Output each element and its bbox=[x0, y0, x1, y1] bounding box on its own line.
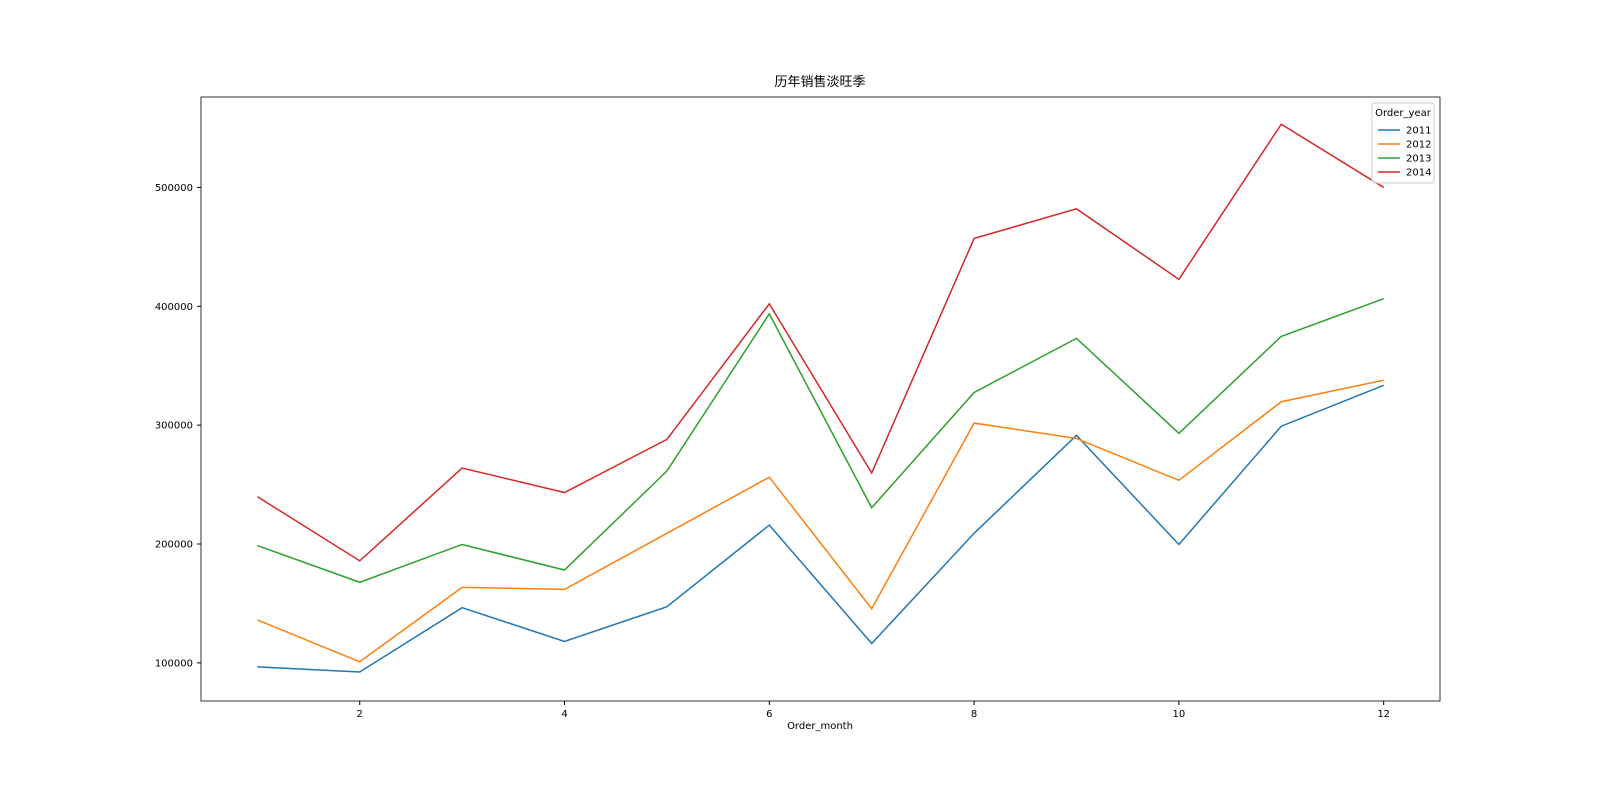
x-tick-label: 2 bbox=[357, 709, 363, 720]
x-tick-label: 8 bbox=[971, 709, 977, 720]
chart-title: 历年销售淡旺季 bbox=[774, 74, 865, 90]
legend-title: Order_year bbox=[1375, 108, 1432, 119]
x-tick-label: 4 bbox=[561, 709, 567, 720]
y-tick-label: 500000 bbox=[155, 183, 193, 194]
x-axis-label: Order_month bbox=[787, 721, 853, 732]
x-tick-label: 10 bbox=[1173, 709, 1186, 720]
series-line bbox=[257, 297, 1384, 584]
y-tick-label: 200000 bbox=[155, 539, 193, 550]
y-tick-label: 400000 bbox=[155, 302, 193, 313]
legend-label: 2013 bbox=[1406, 154, 1431, 165]
y-tick-label: 300000 bbox=[155, 421, 193, 432]
legend-box bbox=[1371, 102, 1435, 184]
legend: Order_year 2011 2012 2013 2014 bbox=[1371, 102, 1435, 184]
series-line bbox=[257, 384, 1384, 673]
legend-label: 2012 bbox=[1406, 140, 1431, 151]
x-tick-label: 12 bbox=[1377, 709, 1390, 720]
legend-label: 2011 bbox=[1406, 126, 1431, 137]
plot-frame bbox=[200, 96, 1441, 702]
series-line bbox=[256, 123, 1385, 562]
y-tick-label: 100000 bbox=[155, 658, 193, 669]
x-tick-label: 6 bbox=[766, 709, 772, 720]
legend-label: 2014 bbox=[1406, 168, 1431, 179]
series-line bbox=[257, 379, 1384, 663]
